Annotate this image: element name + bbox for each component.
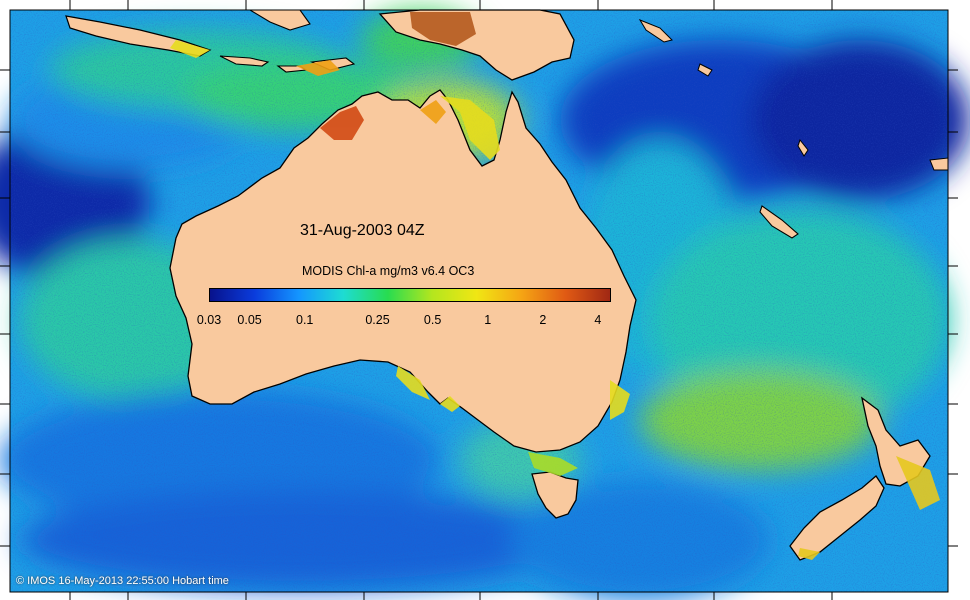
credit-text: © IMOS 16-May-2013 22:55:00 Hobart time [16, 575, 229, 587]
papua-highlands [410, 12, 476, 46]
colorbar-tick-label: 0.5 [423, 313, 442, 327]
colorbar-label: MODIS Chl-a mg/m3 v6.4 OC3 [302, 264, 475, 278]
pacific-islands [638, 18, 949, 171]
colorbar-tick-label: 0.05 [237, 313, 262, 327]
colorbar [209, 288, 611, 302]
colorbar-tick-label: 2 [539, 313, 547, 327]
australia-landmass [169, 89, 637, 453]
colorbar-tick-label: 0.1 [295, 313, 314, 327]
colorbar-tick-label: 0.03 [196, 313, 222, 327]
coastal-blooms [170, 40, 940, 560]
colorbar-tick-label: 1 [484, 313, 492, 327]
map-date-title: 31-Aug-2003 04Z [300, 222, 425, 239]
map-border [9, 9, 949, 593]
colorbar-tick-label: 0.25 [365, 313, 390, 327]
new-caledonia-landmass [759, 205, 799, 239]
colorbar-tick-label: 4 [594, 313, 602, 327]
